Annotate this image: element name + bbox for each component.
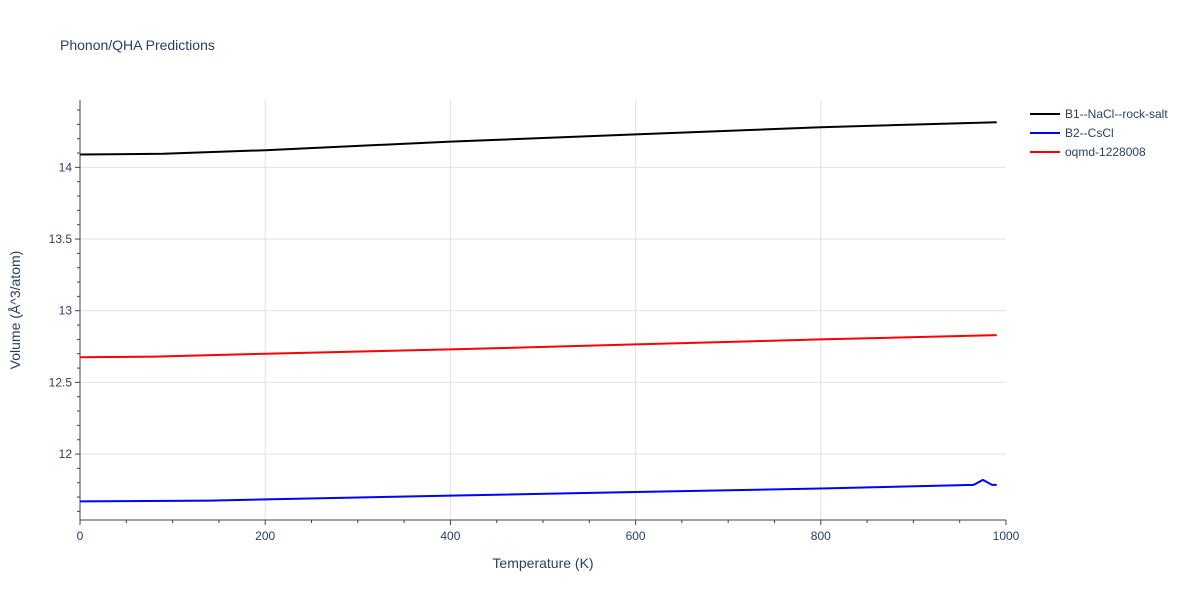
legend-item-b1-nacl-rock-salt[interactable]: B1--NaCl--rock-salt xyxy=(1030,107,1168,121)
legend-item-oqmd-1228008[interactable]: oqmd-1228008 xyxy=(1030,145,1146,159)
y-tick-label: 12 xyxy=(59,447,73,461)
y-ticks: 12 12.5 13 13.5 14 xyxy=(49,160,73,461)
series-line-b1-nacl-rock-salt xyxy=(79,121,997,156)
legend[interactable]: B1--NaCl--rock-salt B2--CsCl oqmd-1228008 xyxy=(1030,107,1168,159)
legend-label: B2--CsCl xyxy=(1065,126,1114,140)
x-tick-label: 600 xyxy=(626,529,646,543)
y-tick-label: 12.5 xyxy=(49,375,73,389)
chart-title: Phonon/QHA Predictions xyxy=(60,37,215,53)
x-tick-label: 1000 xyxy=(993,529,1020,543)
legend-item-b2-cscl[interactable]: B2--CsCl xyxy=(1030,126,1114,140)
axes xyxy=(75,100,1007,525)
x-tick-label: 0 xyxy=(77,529,84,543)
series-line-oqmd-1228008 xyxy=(79,334,997,359)
y-axis-title: Volume (Å^3/atom) xyxy=(7,251,23,370)
legend-label: B1--NaCl--rock-salt xyxy=(1065,107,1168,121)
x-ticks: 0 200 400 600 800 1000 xyxy=(77,529,1020,543)
x-tick-label: 200 xyxy=(255,529,275,543)
y-tick-label: 13.5 xyxy=(49,232,73,246)
x-axis-title: Temperature (K) xyxy=(492,555,593,571)
grid xyxy=(80,100,1006,520)
y-tick-label: 14 xyxy=(59,160,73,174)
series-line-b2-cscl xyxy=(79,478,997,503)
y-tick-label: 13 xyxy=(59,304,73,318)
series-layer xyxy=(79,121,997,503)
x-tick-label: 800 xyxy=(811,529,831,543)
legend-label: oqmd-1228008 xyxy=(1065,145,1146,159)
x-tick-label: 400 xyxy=(440,529,460,543)
